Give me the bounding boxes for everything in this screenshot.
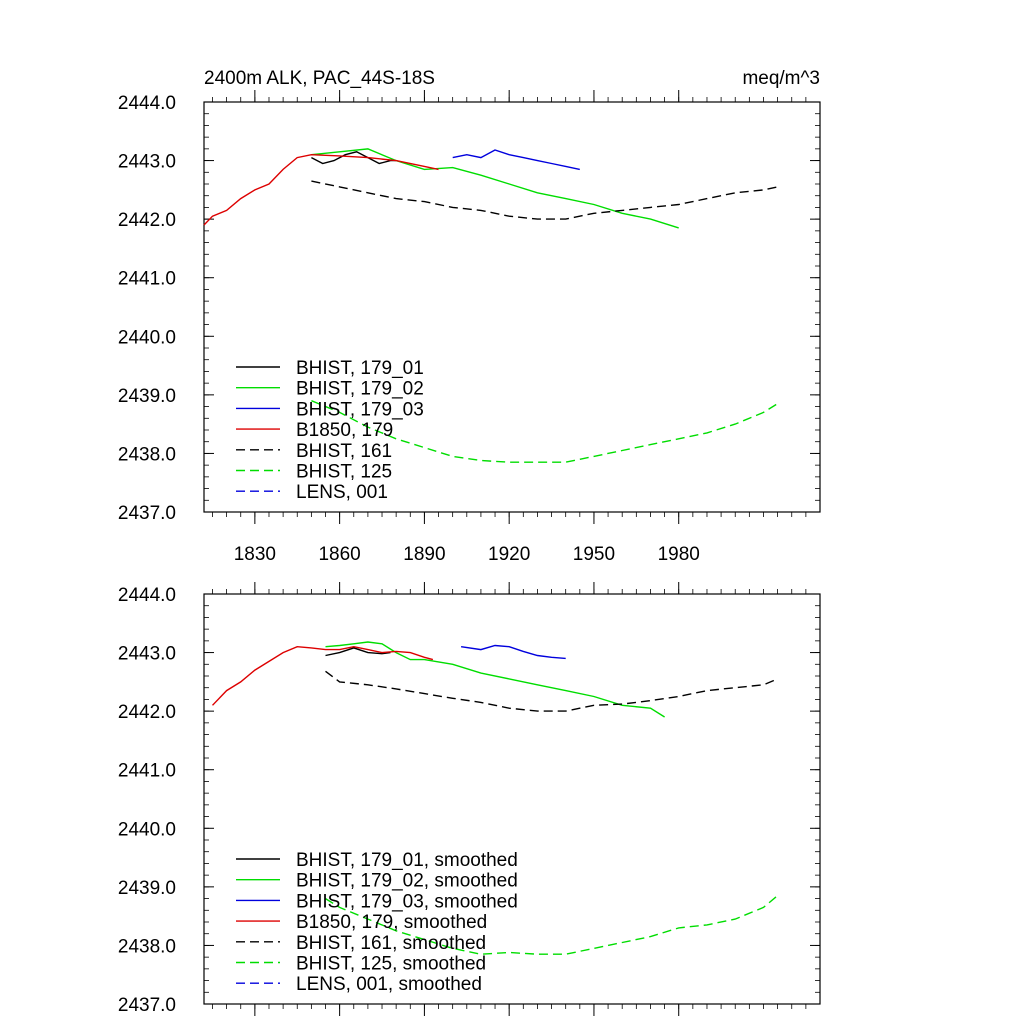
legend-label: BHIST, 161, smoothed (296, 933, 486, 954)
series-line-6 (325, 895, 779, 955)
series-line-3 (452, 149, 580, 171)
series-line-6 (311, 400, 778, 463)
legend-label: B1850, 179, smoothed (296, 912, 487, 933)
y-tick-label: 2437.0 (118, 503, 176, 524)
x-tick-label: 1980 (658, 544, 700, 565)
series-line-3 (460, 644, 566, 660)
y-tick-label: 2441.0 (118, 269, 176, 290)
y-tick-label: 2438.0 (118, 444, 176, 465)
series-line-5 (311, 180, 778, 220)
x-tick-label: 1920 (488, 544, 530, 565)
y-tick-label: 2440.0 (118, 327, 176, 348)
plot-frame (203, 101, 821, 513)
y-tick-label: 2443.0 (118, 644, 176, 665)
legend-label: BHIST, 161 (296, 441, 392, 462)
y-tick-label: 2440.0 (118, 819, 176, 840)
x-tick-label: 1830 (234, 544, 276, 565)
panel-2: 2437.0 2438.0 2439.0 2440.0 2441.0 2442.0 2443… (118, 582, 821, 1016)
y-tick-label: 2439.0 (118, 386, 176, 407)
legend-label: B1850, 179 (296, 420, 393, 441)
y-tick-label: 2442.0 (118, 702, 176, 723)
series-line-4 (211, 645, 434, 706)
legend-label: LENS, 001 (296, 482, 388, 503)
legend-label: BHIST, 179_03, smoothed (296, 891, 518, 912)
legend-label: BHIST, 179_02, smoothed (296, 871, 518, 892)
legend-label: BHIST, 179_02 (296, 379, 424, 400)
x-tick-label: 1950 (573, 544, 615, 565)
legend-label: BHIST, 179_01 (296, 358, 424, 379)
y-tick-label: 2444.0 (118, 93, 176, 114)
chart-title: 2400m ALK, PAC_44S-18S (204, 68, 435, 89)
y-tick-label: 2443.0 (118, 152, 176, 173)
series-line-4 (203, 153, 439, 226)
y-tick-label: 2442.0 (118, 210, 176, 231)
x-tick-label: 1890 (403, 544, 445, 565)
y-tick-label: 2439.0 (118, 878, 176, 899)
legend-label: BHIST, 179_03 (296, 399, 424, 420)
x-tick-label: 1860 (318, 544, 360, 565)
chart-units: meq/m^3 (742, 68, 820, 89)
series-line-2 (325, 641, 665, 718)
legend-label: LENS, 001, smoothed (296, 974, 482, 995)
y-tick-label: 2444.0 (118, 585, 176, 606)
y-tick-label: 2441.0 (118, 761, 176, 782)
plot-frame (203, 593, 821, 1005)
legend-label: BHIST, 179_01, smoothed (296, 850, 518, 871)
series-line-5 (325, 670, 778, 712)
y-tick-label: 2437.0 (118, 995, 176, 1016)
series-line-1 (325, 647, 391, 657)
legend-label: BHIST, 125, smoothed (296, 954, 486, 975)
legend-label: BHIST, 125 (296, 462, 392, 483)
series-line-1 (311, 151, 397, 165)
y-tick-label: 2438.0 (118, 936, 176, 957)
series-line-2 (311, 148, 679, 229)
panel-1: 2437.0 2438.0 2439.0 2440.0 2441.0 2442.0 2443… (118, 68, 821, 565)
